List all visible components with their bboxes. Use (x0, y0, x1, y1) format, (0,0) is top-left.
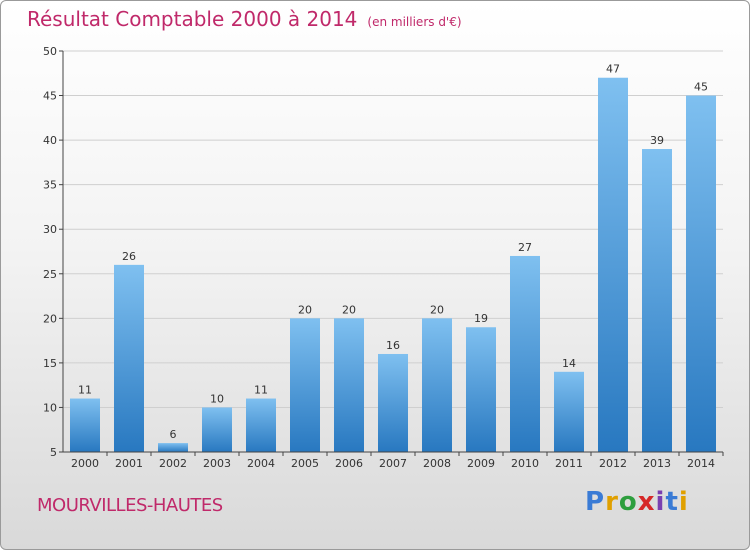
value-label: 11 (78, 384, 92, 397)
x-tick-label: 2000 (71, 457, 99, 470)
y-tick-label: 30 (43, 223, 57, 236)
y-tick-label: 45 (43, 90, 57, 103)
bar-2009 (466, 327, 496, 452)
x-tick-label: 2004 (247, 457, 275, 470)
x-tick-label: 2002 (159, 457, 187, 470)
y-tick-label: 15 (43, 357, 57, 370)
bar-2005 (290, 318, 320, 452)
x-tick-label: 2008 (423, 457, 451, 470)
value-label: 10 (210, 392, 224, 405)
y-tick-label: 50 (43, 45, 57, 58)
chart-title-text: Résultat Comptable 2000 à 2014 (27, 7, 358, 31)
y-tick-label: 5 (50, 446, 57, 459)
bar-2000 (70, 398, 100, 452)
value-label: 16 (386, 339, 400, 352)
y-tick-label: 10 (43, 401, 57, 414)
chart-unit: (en milliers d'€) (367, 15, 462, 29)
bars (70, 77, 716, 453)
bar-2010 (510, 255, 540, 452)
value-label: 47 (606, 63, 620, 76)
bar-2006 (334, 318, 364, 452)
chart-title: Résultat Comptable 2000 à 2014 (en millie… (27, 7, 462, 31)
x-tick-label: 2013 (643, 457, 671, 470)
bar-2012 (598, 77, 628, 452)
logo-letter: o (618, 487, 638, 517)
logo-letter: i (678, 487, 689, 517)
x-tick-label: 2011 (555, 457, 583, 470)
logo-letter: t (665, 487, 679, 517)
value-label: 19 (474, 312, 488, 325)
x-tick-label: 2003 (203, 457, 231, 470)
value-label: 26 (122, 250, 136, 263)
bar-2011 (554, 371, 584, 452)
bar-2002 (158, 443, 188, 452)
x-tick-label: 2009 (467, 457, 495, 470)
proxiti-logo: Proxiti (585, 487, 689, 517)
bar-2008 (422, 318, 452, 452)
value-label: 20 (430, 303, 444, 316)
x-tick-label: 2007 (379, 457, 407, 470)
value-label: 39 (650, 134, 664, 147)
logo-letter: P (585, 487, 606, 517)
y-tick-label: 20 (43, 312, 57, 325)
y-tick-label: 35 (43, 179, 57, 192)
place-name: MOURVILLES-HAUTES (37, 495, 223, 516)
bar-2014 (686, 95, 716, 453)
bar-2007 (378, 353, 408, 452)
x-tick-label: 2006 (335, 457, 363, 470)
x-tick-label: 2014 (687, 457, 715, 470)
logo-letter: x (637, 487, 656, 517)
bar-2001 (114, 264, 144, 452)
axes: 5 10 15 20 25 30 35 40 45 50 2000 2001 2002 2003 2004 2… (43, 45, 724, 470)
y-tick-label: 25 (43, 268, 57, 281)
bar-2003 (202, 407, 232, 452)
data-labels: 11 26 6 10 11 20 20 16 20 19 27 14 47 39 45 (78, 63, 708, 441)
x-tick-label: 2012 (599, 457, 627, 470)
x-tick-label: 2010 (511, 457, 539, 470)
x-tick-label: 2005 (291, 457, 319, 470)
value-label: 20 (298, 303, 312, 316)
value-label: 45 (694, 81, 708, 94)
logo-letter: r (605, 487, 619, 517)
y-tick-label: 40 (43, 134, 57, 147)
bar-2004 (246, 398, 276, 452)
x-tick-label: 2001 (115, 457, 143, 470)
value-label: 11 (254, 384, 268, 397)
value-label: 6 (170, 428, 177, 441)
value-label: 27 (518, 241, 532, 254)
value-label: 20 (342, 303, 356, 316)
value-label: 14 (562, 357, 576, 370)
logo-letter: i (655, 487, 666, 517)
bar-2013 (642, 149, 672, 452)
